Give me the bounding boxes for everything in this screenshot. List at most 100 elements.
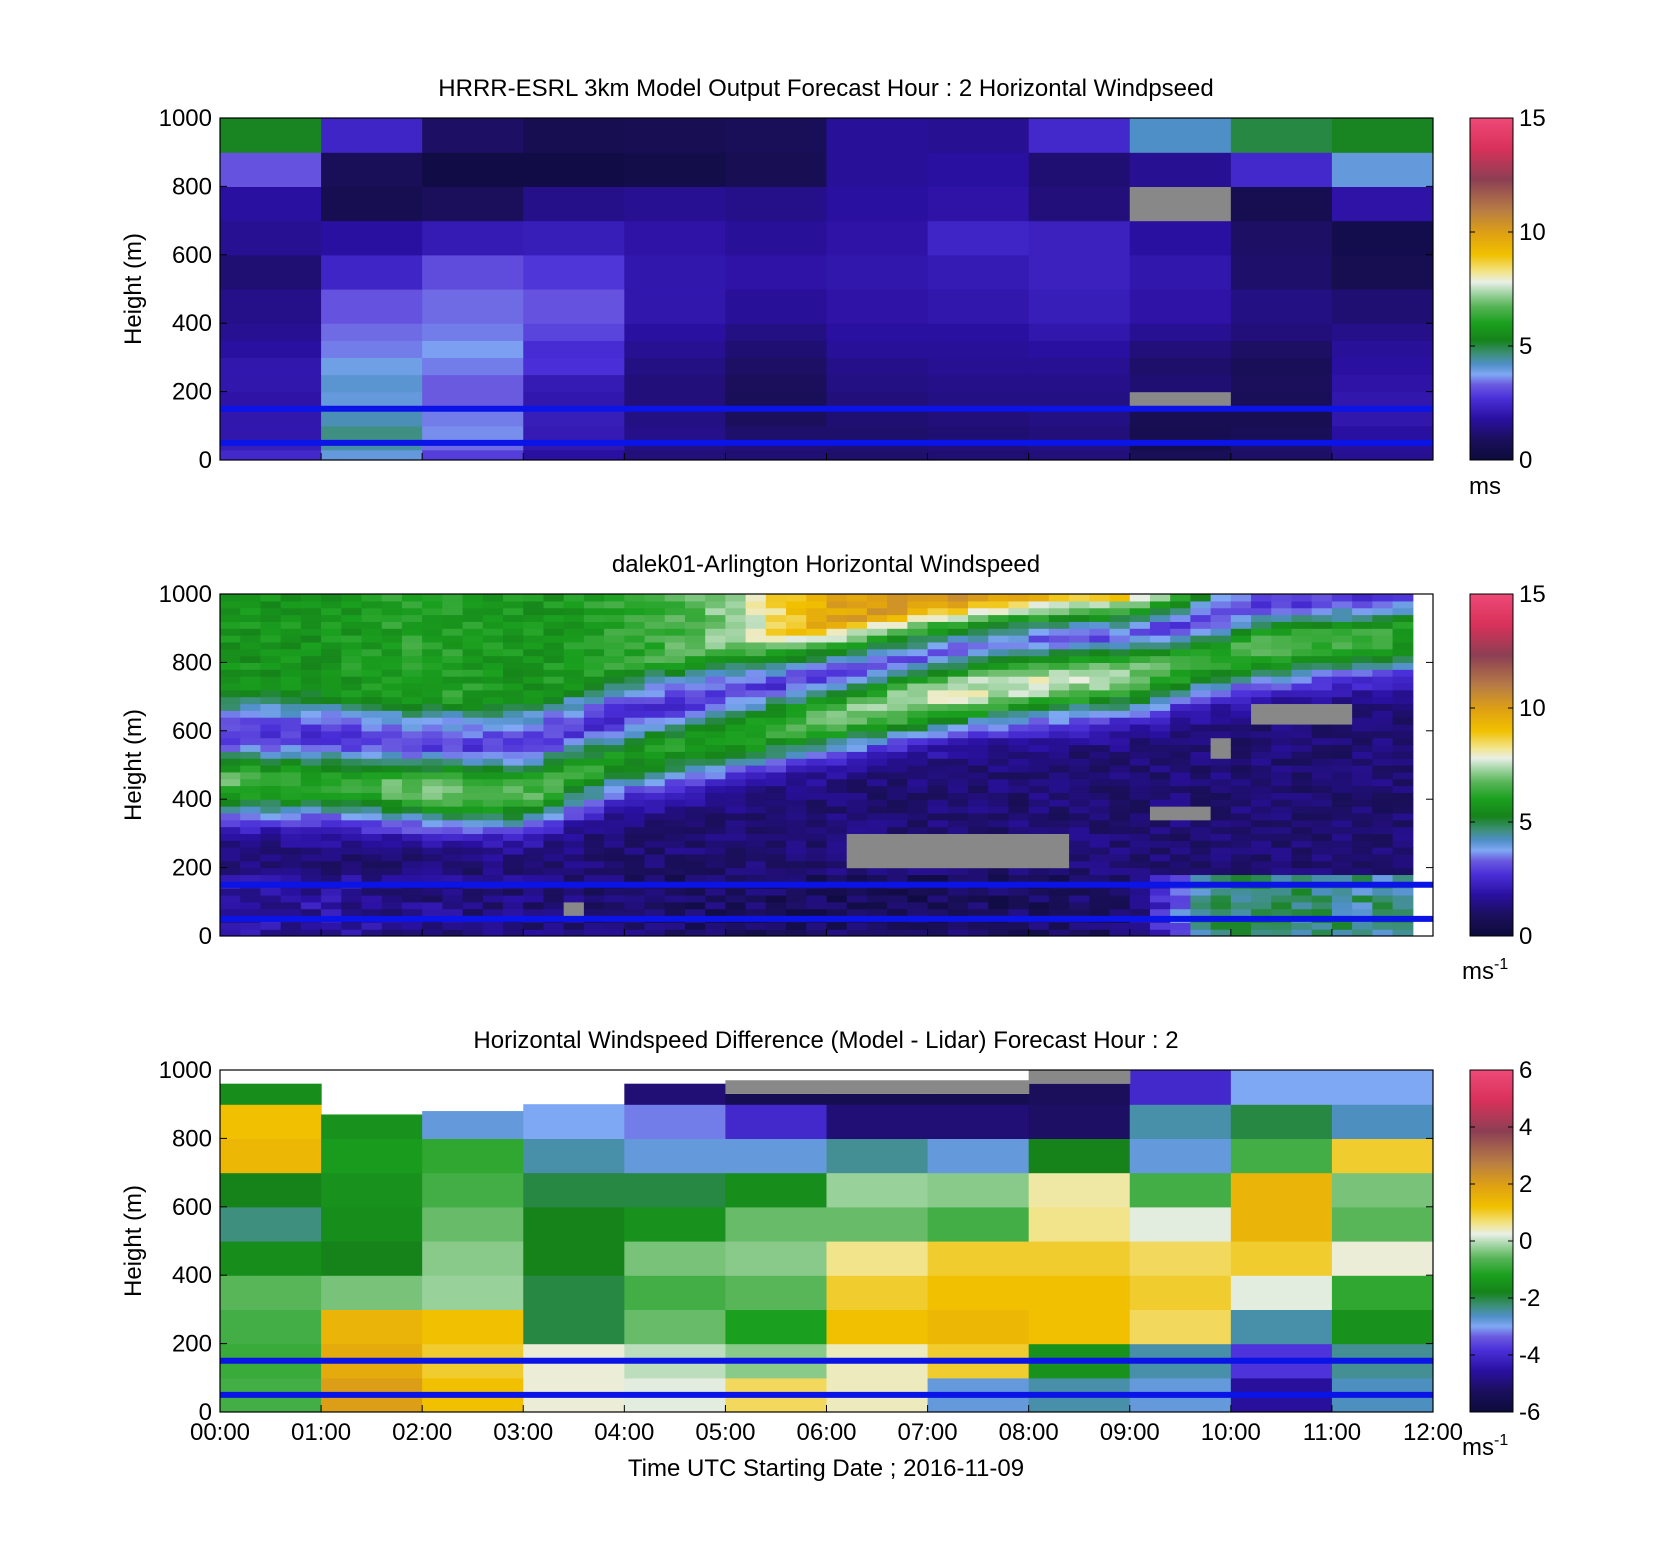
heatmap-cell	[543, 901, 565, 910]
heatmap-cell	[1251, 662, 1272, 670]
heatmap-cell	[1230, 1172, 1333, 1208]
heatmap-cell	[1271, 607, 1293, 616]
heatmap-cell	[260, 607, 282, 616]
heatmap-cell	[220, 594, 241, 602]
heatmap-cell	[887, 710, 908, 718]
heatmap-cell	[624, 778, 646, 787]
heatmap-cell	[341, 655, 363, 663]
heatmap-cell	[1392, 628, 1414, 636]
heatmap-cell	[583, 730, 605, 739]
heatmap-cell	[624, 765, 646, 773]
heatmap-cell	[220, 442, 322, 451]
heatmap-cells	[220, 594, 1414, 936]
heatmap-cell	[361, 710, 383, 718]
heatmap-cell	[1352, 819, 1373, 828]
heatmap-cell	[786, 737, 807, 746]
heatmap-cell	[644, 730, 666, 739]
heatmap-cell	[644, 765, 666, 773]
heatmap-cell	[927, 594, 949, 602]
heatmap-cell	[1291, 607, 1313, 616]
heatmap-cell	[583, 874, 605, 882]
heatmap-cell	[260, 785, 282, 793]
heatmap-cell	[1251, 922, 1272, 930]
heatmap-cell	[1149, 628, 1171, 636]
heatmap-cell	[523, 867, 545, 876]
heatmap-cell	[503, 860, 524, 869]
heatmap-cell	[826, 186, 929, 222]
heatmap-cell	[1028, 908, 1050, 917]
heatmap-cell	[341, 785, 363, 793]
heatmap-cell	[644, 758, 666, 766]
heatmap-cell	[765, 901, 787, 910]
heatmap-cell	[1271, 703, 1293, 711]
heatmap-cell	[482, 635, 504, 643]
heatmap-cell	[1210, 744, 1232, 752]
heatmap-cell	[523, 806, 545, 814]
heatmap-cell	[968, 682, 989, 691]
heatmap-cell	[806, 799, 828, 807]
heatmap-cell	[422, 1172, 524, 1208]
heatmap-cell	[765, 710, 787, 718]
heatmap-cell	[1230, 1104, 1333, 1139]
heatmap-cell	[543, 867, 565, 876]
heatmap-cell	[826, 744, 848, 752]
heatmap-cell	[1089, 751, 1111, 759]
heatmap-cell	[442, 819, 464, 828]
heatmap-cell	[220, 1206, 322, 1242]
heatmap-cell	[826, 118, 929, 153]
heatmap-cell	[422, 1111, 524, 1139]
heatmap-cell	[300, 908, 322, 917]
heatmap-cell	[220, 1241, 322, 1276]
heatmap-cell	[1129, 860, 1151, 869]
heatmap-cell	[321, 833, 342, 841]
heatmap-cell	[1291, 710, 1313, 718]
heatmap-cell	[1331, 289, 1433, 324]
heatmap-cell	[422, 908, 443, 917]
heatmap-cell	[583, 621, 605, 629]
heatmap-cell	[947, 894, 969, 903]
heatmap-cell	[664, 901, 686, 910]
heatmap-cell	[765, 744, 787, 752]
heatmap-cell	[907, 717, 929, 725]
heatmap-cell	[422, 682, 443, 691]
heatmap-cell	[988, 635, 1010, 643]
heatmap-cell	[927, 826, 949, 834]
heatmap-cell	[523, 901, 545, 910]
heatmap-cell	[280, 847, 302, 855]
heatmap-cell	[826, 1309, 929, 1345]
heatmap-cell	[280, 635, 302, 643]
heatmap-cell	[947, 669, 969, 677]
heatmap-cell	[1129, 929, 1151, 936]
heatmap-cell	[1352, 737, 1373, 746]
heatmap-cell	[684, 792, 706, 800]
heatmap-cell	[705, 689, 727, 698]
heatmap-cell	[1048, 662, 1070, 670]
heatmap-cell	[361, 689, 383, 698]
heatmap-cell	[1271, 771, 1293, 780]
heatmap-cell	[1372, 737, 1394, 746]
heatmap-cell	[1392, 696, 1414, 705]
heatmap-cell	[806, 922, 828, 930]
heatmap-cell	[583, 648, 605, 657]
heatmap-cell	[1048, 648, 1070, 657]
heatmap-cell	[422, 929, 443, 936]
heatmap-cell	[381, 607, 403, 616]
heatmap-cell	[1109, 628, 1131, 636]
heatmap-cell	[705, 751, 727, 759]
heatmap-cell	[1230, 840, 1252, 848]
heatmap-cell	[846, 676, 868, 684]
heatmap-cell	[1291, 908, 1313, 917]
heatmap-cell	[1008, 594, 1030, 602]
heatmap-cell	[1089, 682, 1111, 691]
heatmap-cell	[907, 628, 929, 636]
heatmap-cell	[381, 710, 403, 718]
heatmap-cell	[401, 737, 423, 746]
heatmap-cell	[1149, 860, 1171, 869]
heatmap-cell	[260, 806, 282, 814]
heatmap-cell	[725, 1241, 828, 1276]
heatmap-cell	[1392, 641, 1414, 650]
heatmap-cell	[1149, 867, 1171, 876]
heatmap-cell	[725, 929, 747, 936]
heatmap-cell	[806, 600, 828, 609]
heatmap-cell	[401, 669, 423, 677]
